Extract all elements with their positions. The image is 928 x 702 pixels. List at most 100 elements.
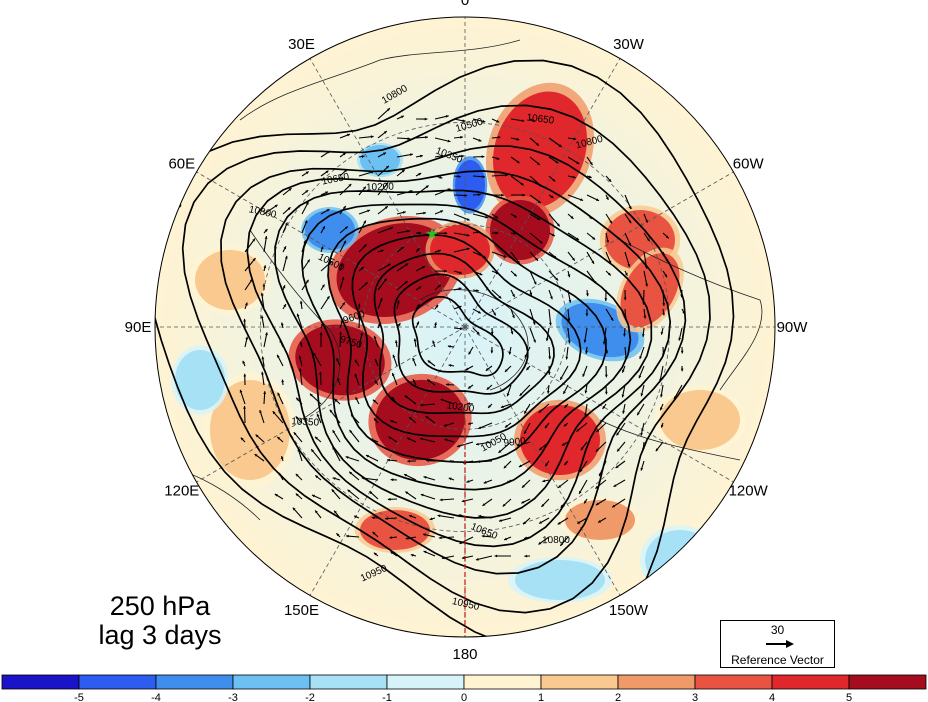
contour-label: 10800 — [542, 535, 570, 546]
wind-vector-head — [478, 138, 482, 142]
wind-vector-head — [401, 169, 405, 173]
anomaly-core — [492, 91, 588, 209]
wind-vector-head — [550, 195, 554, 198]
wind-vector-head — [584, 413, 587, 417]
wind-vector-head — [274, 204, 278, 208]
wind-vector-head — [461, 154, 464, 158]
wind-vector-head — [277, 354, 280, 358]
wind-vector-head — [320, 246, 324, 250]
wind-vector-head — [305, 279, 309, 283]
longitude-label: 150W — [609, 602, 649, 619]
wind-vector-head — [261, 371, 264, 375]
wind-vector-head — [346, 534, 349, 538]
wind-vector-head — [580, 469, 583, 472]
wind-vector-head — [506, 393, 510, 397]
wind-vector-head — [351, 414, 354, 418]
wind-vector-head — [664, 274, 668, 278]
longitude-label: 150E — [284, 602, 319, 619]
wind-vector — [244, 238, 256, 253]
wind-vector-head — [417, 304, 420, 308]
wind-vector-head — [596, 429, 600, 432]
wind-vector-head — [249, 278, 253, 282]
wind-vector-head — [385, 182, 389, 186]
wind-vector-head — [344, 226, 348, 230]
coastline — [619, 239, 763, 391]
wind-vector-head — [483, 480, 487, 484]
wind-vector-head — [560, 504, 564, 508]
wind-vector-head — [524, 354, 528, 358]
wind-vector-head — [585, 351, 588, 354]
wind-vector-head — [624, 272, 628, 276]
wind-vector-head — [355, 397, 359, 401]
meridian-line — [464, 58, 621, 328]
wind-vector-head — [539, 447, 543, 451]
contour-label: 10350 — [291, 416, 320, 428]
wind-vector-head — [558, 485, 562, 488]
wind-vector-head — [334, 398, 338, 402]
wind-vectors — [239, 107, 686, 561]
wind-vector-head — [520, 182, 524, 186]
wind-vector — [329, 409, 341, 424]
longitude-label: 90W — [777, 319, 809, 336]
wind-vector-head — [280, 322, 284, 326]
wind-vector-head — [680, 368, 684, 372]
wind-vector-head — [538, 183, 542, 187]
wind-vector-head — [640, 432, 643, 436]
wind-vector-head — [440, 154, 444, 158]
wind-vector-head — [305, 201, 309, 205]
wind-vector — [548, 308, 552, 326]
green-star-marker — [426, 228, 438, 239]
wind-vector-head — [642, 447, 645, 451]
wind-vector-head — [372, 531, 376, 535]
wind-vector-head — [545, 338, 549, 341]
wind-vector-head — [437, 249, 441, 253]
meridian-line — [464, 171, 734, 328]
anomaly-core — [620, 253, 680, 327]
wind-vector-head — [560, 543, 564, 546]
wind-vector-head — [477, 310, 481, 314]
wind-vector-head — [610, 317, 614, 321]
wind-vector-head — [477, 193, 481, 197]
wind-vector-head — [621, 394, 625, 398]
wind-vector-head — [495, 231, 499, 235]
meridian-line — [309, 58, 466, 328]
wind-vector-head — [366, 455, 369, 458]
height-contour — [220, 145, 687, 575]
wind-vector-head — [476, 331, 480, 335]
wind-vector-head — [662, 312, 665, 316]
wind-vector-head — [448, 459, 452, 463]
colorbar-segment — [232, 674, 311, 690]
wind-vector — [598, 460, 607, 477]
longitude-label: 60E — [168, 156, 195, 173]
wind-vector-head — [277, 392, 281, 396]
wind-vector-head — [311, 449, 314, 453]
wind-vector-head — [605, 350, 609, 354]
height-contour — [393, 273, 529, 395]
wind-vector-head — [641, 334, 645, 337]
wind-vector-head — [422, 266, 426, 269]
wind-vector-head — [585, 313, 589, 317]
wind-vector-head — [577, 521, 581, 524]
wind-vector-head — [518, 464, 522, 467]
wind-vector-head — [412, 357, 415, 361]
wind-vector-head — [660, 394, 663, 398]
wind-vector-head — [479, 272, 483, 276]
wind-vector-head — [444, 438, 448, 442]
wind-vector-head — [513, 273, 517, 277]
wind-vector-head — [519, 393, 523, 396]
wind-vector-head — [357, 303, 361, 307]
wind-vector-head — [387, 497, 391, 501]
wind-vector-head — [325, 191, 329, 195]
wind-vector-head — [508, 351, 512, 355]
wind-vector-head — [404, 474, 408, 477]
wind-vector-head — [524, 554, 528, 558]
wind-vector-head — [549, 322, 552, 326]
wind-vector-head — [617, 448, 620, 452]
wind-vector-head — [498, 295, 502, 299]
wind-vector — [332, 446, 341, 462]
wind-vector-head — [644, 265, 648, 269]
wind-vector-head — [495, 271, 499, 275]
wind-vector-head — [315, 475, 319, 479]
wind-vector-head — [613, 484, 617, 487]
